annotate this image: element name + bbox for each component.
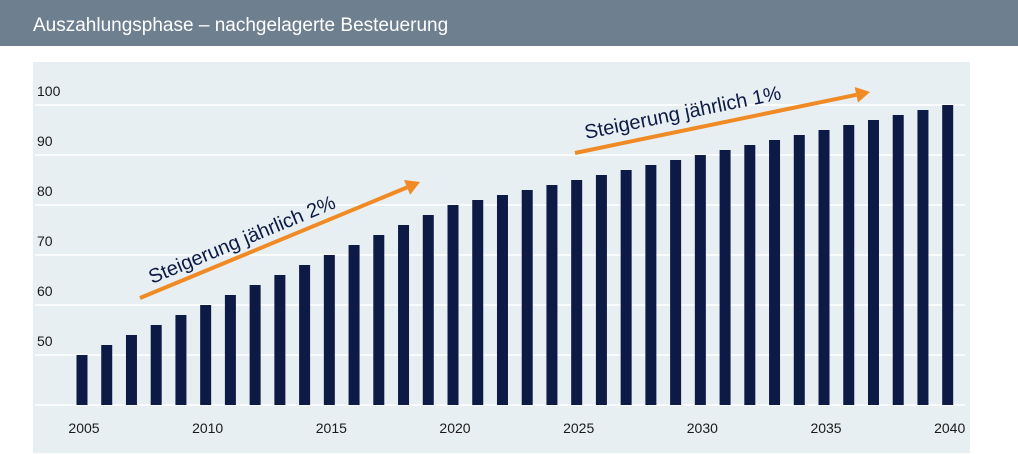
bar — [398, 225, 410, 405]
bar — [620, 170, 632, 405]
bar — [942, 105, 954, 405]
x-tick-label: 2015 — [316, 420, 347, 436]
header-bar — [0, 0, 1018, 46]
bar — [769, 140, 781, 405]
arrow-head — [404, 179, 420, 195]
bar — [571, 180, 583, 405]
bar — [521, 190, 533, 405]
bar — [150, 325, 162, 405]
y-tick-label: 50 — [37, 333, 53, 349]
y-tick-label: 90 — [37, 133, 53, 149]
arrow-head — [854, 87, 870, 103]
bar — [892, 115, 904, 405]
bar — [249, 285, 261, 405]
y-tick-label: 70 — [37, 233, 53, 249]
bar — [694, 155, 706, 405]
bar — [274, 275, 286, 405]
bar — [373, 235, 385, 405]
bar — [348, 245, 360, 405]
x-tick-label: 2025 — [563, 420, 594, 436]
bar — [422, 215, 434, 405]
x-tick-label: 2020 — [439, 420, 470, 436]
bar — [818, 130, 830, 405]
bar — [546, 185, 558, 405]
bar — [595, 175, 607, 405]
bar — [645, 165, 657, 405]
x-tick-label: 2035 — [810, 420, 841, 436]
bar — [843, 125, 855, 405]
bar — [496, 195, 508, 405]
y-tick-label: 60 — [37, 283, 53, 299]
bar — [175, 315, 187, 405]
bar — [744, 145, 756, 405]
x-tick-label: 2005 — [68, 420, 99, 436]
bar — [917, 110, 929, 405]
x-tick-label: 2040 — [934, 420, 965, 436]
y-tick-label: 80 — [37, 183, 53, 199]
annotation-arrow — [574, 92, 857, 155]
bar — [101, 345, 113, 405]
bar — [670, 160, 682, 405]
chart-title: Auszahlungsphase – nachgelagerte Besteue… — [33, 15, 448, 36]
x-tick-label: 2030 — [687, 420, 718, 436]
bar — [867, 120, 879, 405]
bar — [472, 200, 484, 405]
bar — [719, 150, 731, 405]
annotation-arrow — [139, 185, 408, 300]
bar — [224, 295, 236, 405]
bar — [299, 265, 311, 405]
bar — [793, 135, 805, 405]
x-tick-label: 2010 — [192, 420, 223, 436]
y-tick-label: 100 — [37, 83, 61, 99]
bar — [200, 305, 212, 405]
bar — [125, 335, 137, 405]
bar — [447, 205, 459, 405]
bar — [76, 355, 88, 405]
bar — [323, 255, 335, 405]
